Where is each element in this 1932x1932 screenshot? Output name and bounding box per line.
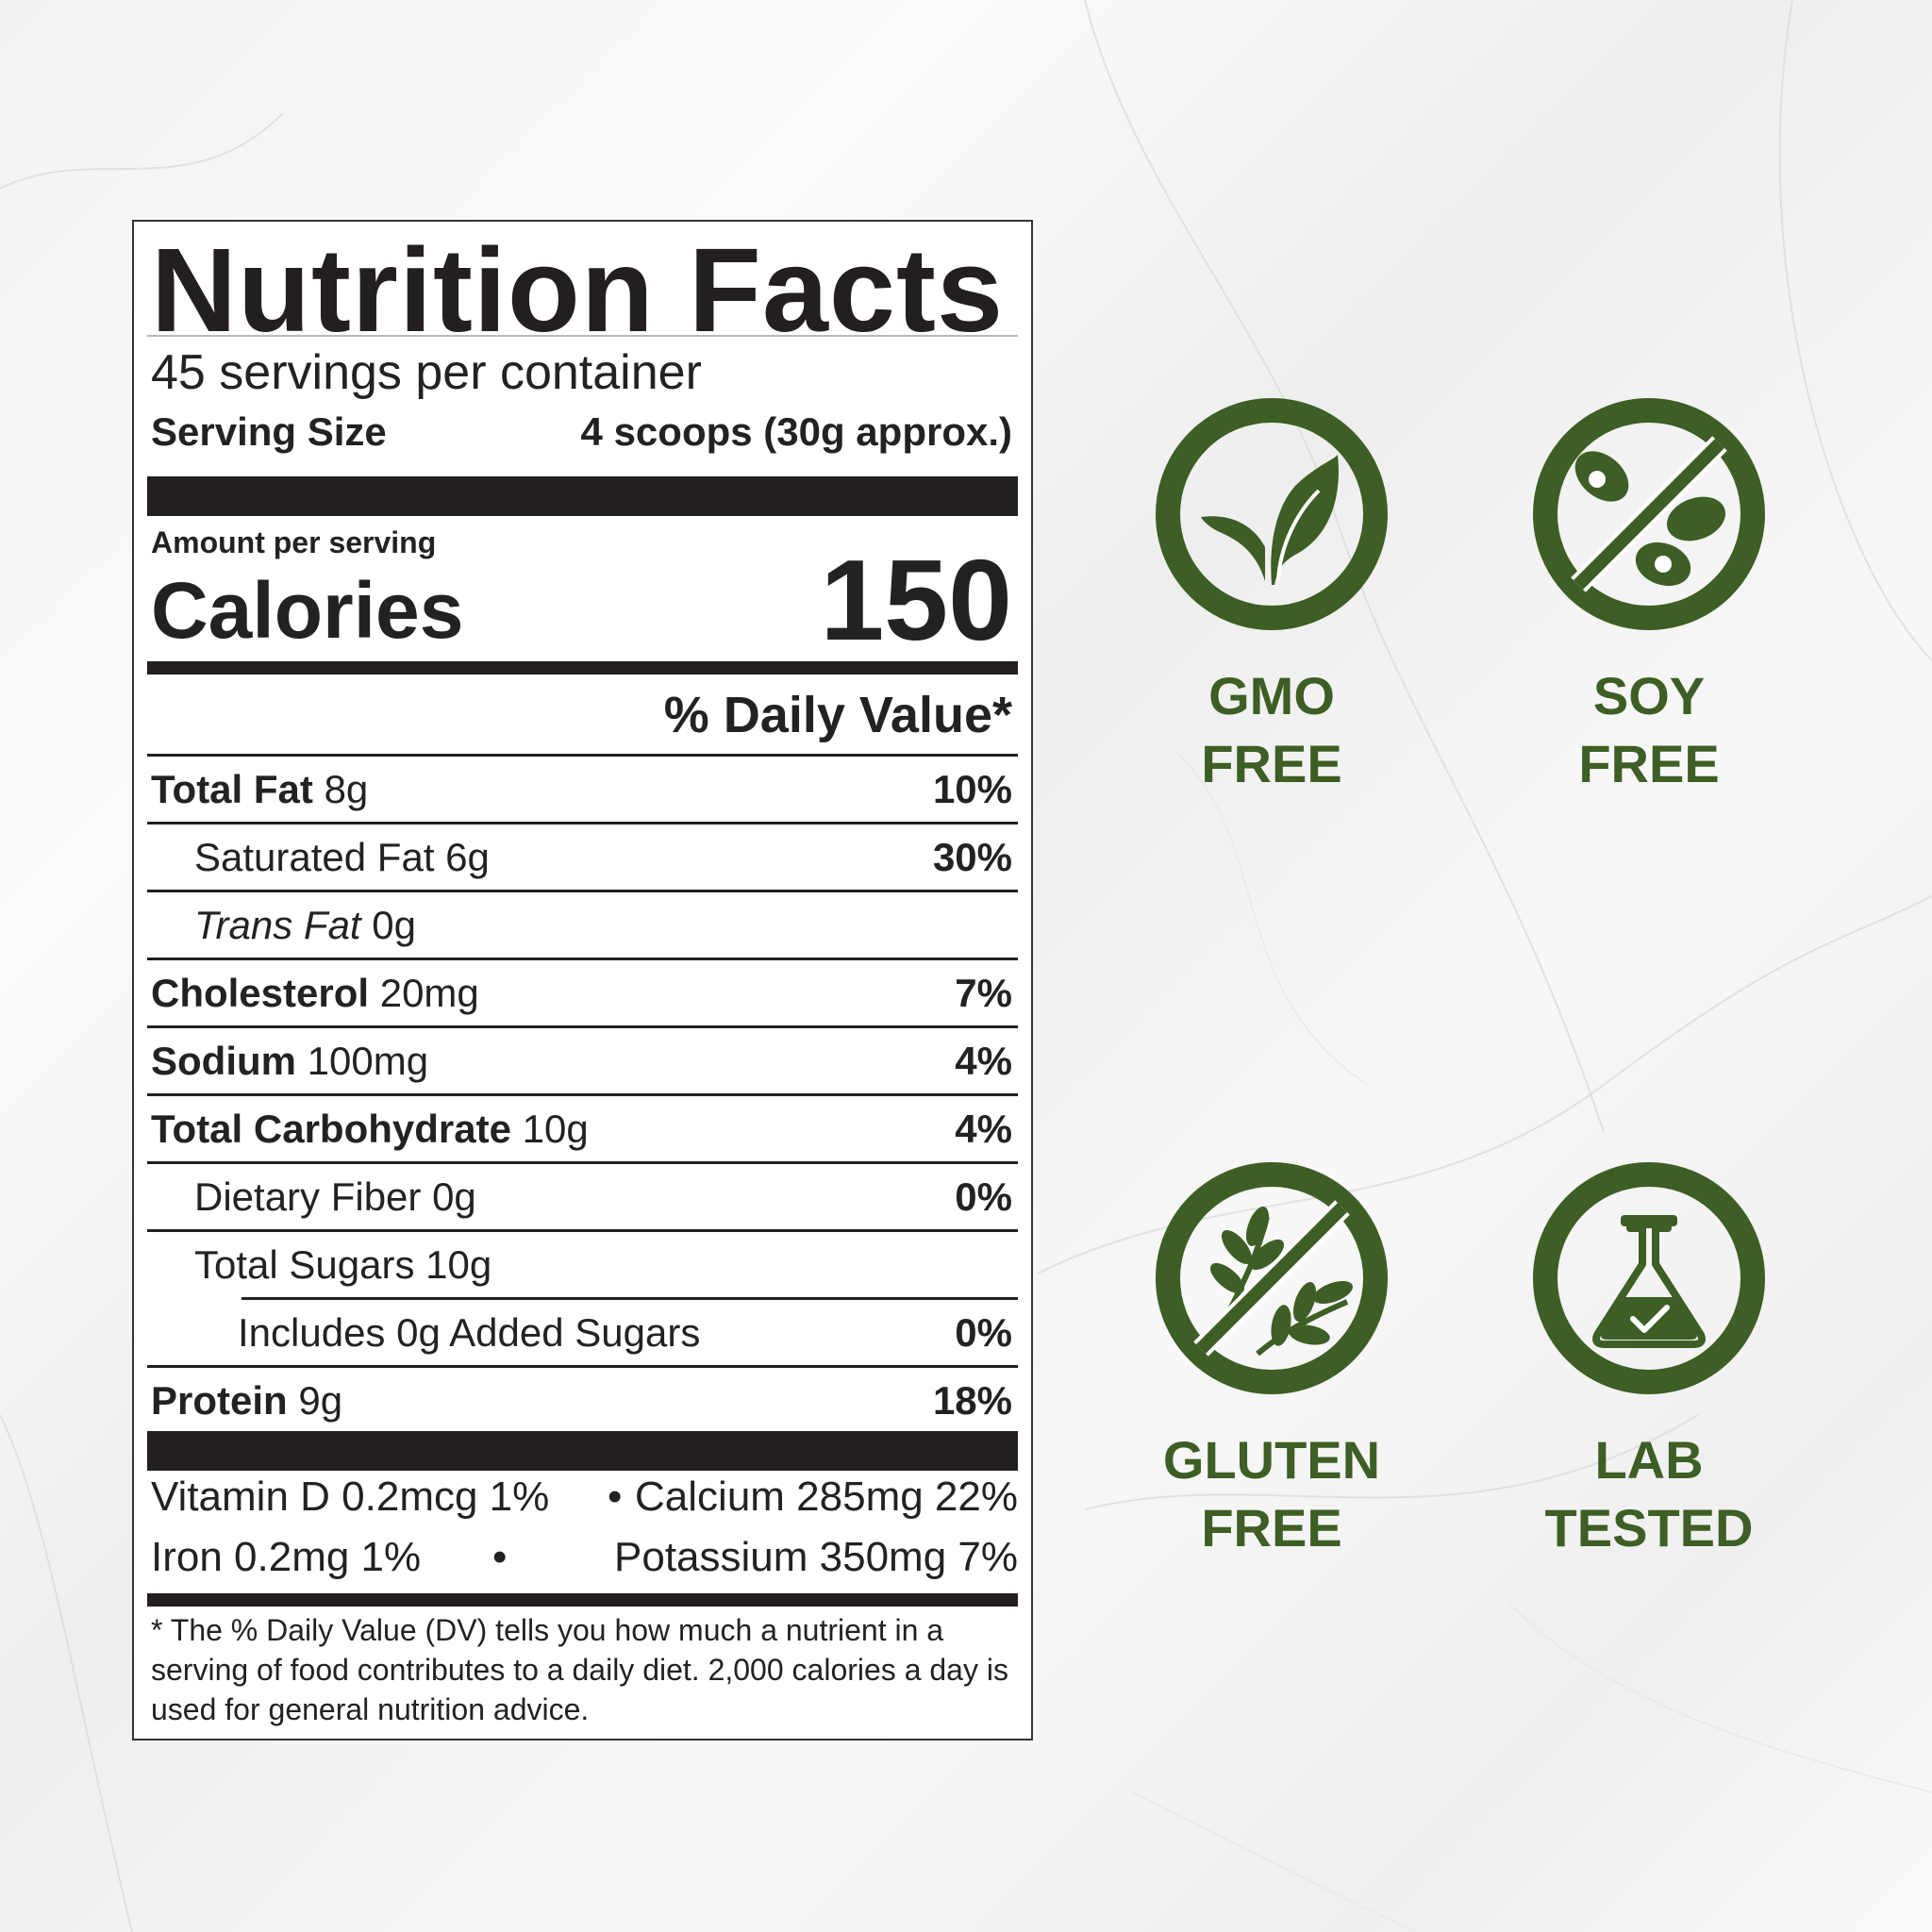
potassium: Potassium 350mg 7% bbox=[614, 1534, 1018, 1580]
nutrient-row-trans-fat: Trans Fat 0g bbox=[147, 892, 1018, 958]
badge-line-2: FREE bbox=[1578, 734, 1720, 793]
nutrient-name: Sodium bbox=[151, 1039, 296, 1083]
nutrient-row-total-fat: Total Fat 8g 10% bbox=[147, 757, 1018, 823]
nutrient-amount: 0g bbox=[372, 903, 416, 947]
calories-value: 150 bbox=[820, 536, 1012, 664]
nutrient-row-saturated-fat: Saturated Fat 6g 30% bbox=[147, 824, 1018, 891]
row-divider bbox=[147, 1161, 1018, 1164]
nutrient-name: Trans Fat bbox=[194, 903, 361, 947]
nutrient-name: Saturated Fat bbox=[194, 835, 435, 879]
nutrient-name: Dietary Fiber bbox=[194, 1174, 422, 1219]
badge-line-1: SOY bbox=[1592, 666, 1706, 725]
nutrient-dv: 7% bbox=[955, 971, 1012, 1015]
nutrient-name: Total Carbohydrate bbox=[151, 1107, 511, 1151]
servings-per-container: 45 servings per container bbox=[151, 345, 702, 400]
nutrient-name: Protein bbox=[151, 1378, 288, 1423]
badge-line-2: TESTED bbox=[1544, 1498, 1754, 1557]
calories-label: Calories bbox=[151, 566, 464, 655]
nutrient-name: Total Sugars bbox=[194, 1242, 415, 1287]
badge-gmo-free: GMO FREE bbox=[1130, 396, 1413, 798]
separator-dot: • bbox=[608, 1474, 623, 1520]
leaf-icon bbox=[1156, 398, 1388, 630]
thick-divider bbox=[147, 1431, 1018, 1471]
nutrient-name: Total Fat bbox=[151, 767, 313, 811]
nutrient-dv: 30% bbox=[932, 835, 1012, 879]
footnote: * The % Daily Value (DV) tells you how m… bbox=[151, 1613, 1008, 1726]
row-divider bbox=[147, 754, 1018, 757]
nutrient-row-total-sugars: Total Sugars 10g bbox=[147, 1232, 1018, 1298]
badge-line-1: LAB bbox=[1594, 1430, 1704, 1490]
separator-dot: • bbox=[492, 1534, 508, 1580]
badge-gluten-free: GLUTEN FREE bbox=[1130, 1160, 1413, 1562]
nutrient-row-protein: Protein 9g 18% bbox=[147, 1368, 1018, 1434]
nutrient-dv: 0% bbox=[955, 1174, 1012, 1219]
badge-line-2: FREE bbox=[1201, 1498, 1342, 1557]
badge-soy-free: SOY FREE bbox=[1507, 396, 1790, 798]
row-divider bbox=[242, 1297, 1018, 1300]
badge-line-1: GLUTEN bbox=[1162, 1430, 1381, 1490]
amount-per-serving: Amount per serving bbox=[151, 525, 437, 559]
thick-divider bbox=[147, 476, 1018, 516]
serving-size-label: Serving Size bbox=[151, 409, 387, 454]
nutrient-amount: 0g bbox=[432, 1174, 476, 1219]
iron: Iron 0.2mg 1% bbox=[151, 1534, 422, 1580]
nutrient-row-total-carbohydrate: Total Carbohydrate 10g 4% bbox=[147, 1096, 1018, 1162]
row-divider bbox=[147, 890, 1018, 892]
nutrient-row-added-sugars: Includes 0g Added Sugars 0% bbox=[147, 1300, 1018, 1366]
nutrient-amount: 20mg bbox=[379, 971, 479, 1015]
nutrient-amount: 9g bbox=[298, 1378, 343, 1423]
nutrient-row-cholesterol: Cholesterol 20mg 7% bbox=[147, 960, 1018, 1026]
row-divider bbox=[147, 1229, 1018, 1232]
medium-divider bbox=[147, 1593, 1018, 1607]
nutrient-dv: 4% bbox=[955, 1039, 1012, 1083]
nutrient-amount: 6g bbox=[445, 835, 490, 879]
nutrient-name: Includes 0g Added Sugars bbox=[238, 1310, 701, 1355]
daily-value-header: % Daily Value* bbox=[663, 687, 1012, 743]
badge-line-2: FREE bbox=[1201, 734, 1342, 793]
row-divider bbox=[147, 822, 1018, 824]
row-divider bbox=[147, 1365, 1018, 1368]
nutrient-dv: 0% bbox=[955, 1310, 1012, 1355]
nutrition-facts-label: Nutrition Facts 45 servings per containe… bbox=[132, 220, 1033, 1740]
vitamin-d: Vitamin D 0.2mcg 1% bbox=[151, 1474, 550, 1520]
nutrient-amount: 10g bbox=[522, 1107, 589, 1151]
row-divider bbox=[147, 1093, 1018, 1096]
nutrient-dv: 4% bbox=[955, 1107, 1012, 1151]
soy-free-icon bbox=[1533, 398, 1765, 630]
medium-divider bbox=[147, 661, 1018, 675]
calcium: Calcium 285mg 22% bbox=[635, 1474, 1018, 1520]
nutrient-amount: 8g bbox=[324, 767, 369, 811]
nutrient-amount: 100mg bbox=[307, 1039, 429, 1083]
nutrient-amount: 10g bbox=[425, 1242, 492, 1287]
row-divider bbox=[147, 1025, 1018, 1028]
nutrient-dv: 18% bbox=[932, 1378, 1012, 1423]
row-divider bbox=[147, 958, 1018, 960]
badge-line-1: GMO bbox=[1208, 666, 1335, 725]
gluten-free-icon bbox=[1156, 1162, 1388, 1394]
nutrient-dv: 10% bbox=[932, 767, 1012, 811]
lab-flask-icon bbox=[1533, 1162, 1765, 1394]
label-title: Nutrition Facts bbox=[151, 224, 1005, 357]
title-divider bbox=[147, 335, 1018, 337]
nutrient-name: Cholesterol bbox=[151, 971, 370, 1015]
badge-lab-tested: LAB TESTED bbox=[1507, 1160, 1790, 1562]
nutrient-row-dietary-fiber: Dietary Fiber 0g 0% bbox=[147, 1164, 1018, 1230]
serving-size-value: 4 scoops (30g approx.) bbox=[580, 409, 1012, 454]
nutrient-row-sodium: Sodium 100mg 4% bbox=[147, 1028, 1018, 1094]
